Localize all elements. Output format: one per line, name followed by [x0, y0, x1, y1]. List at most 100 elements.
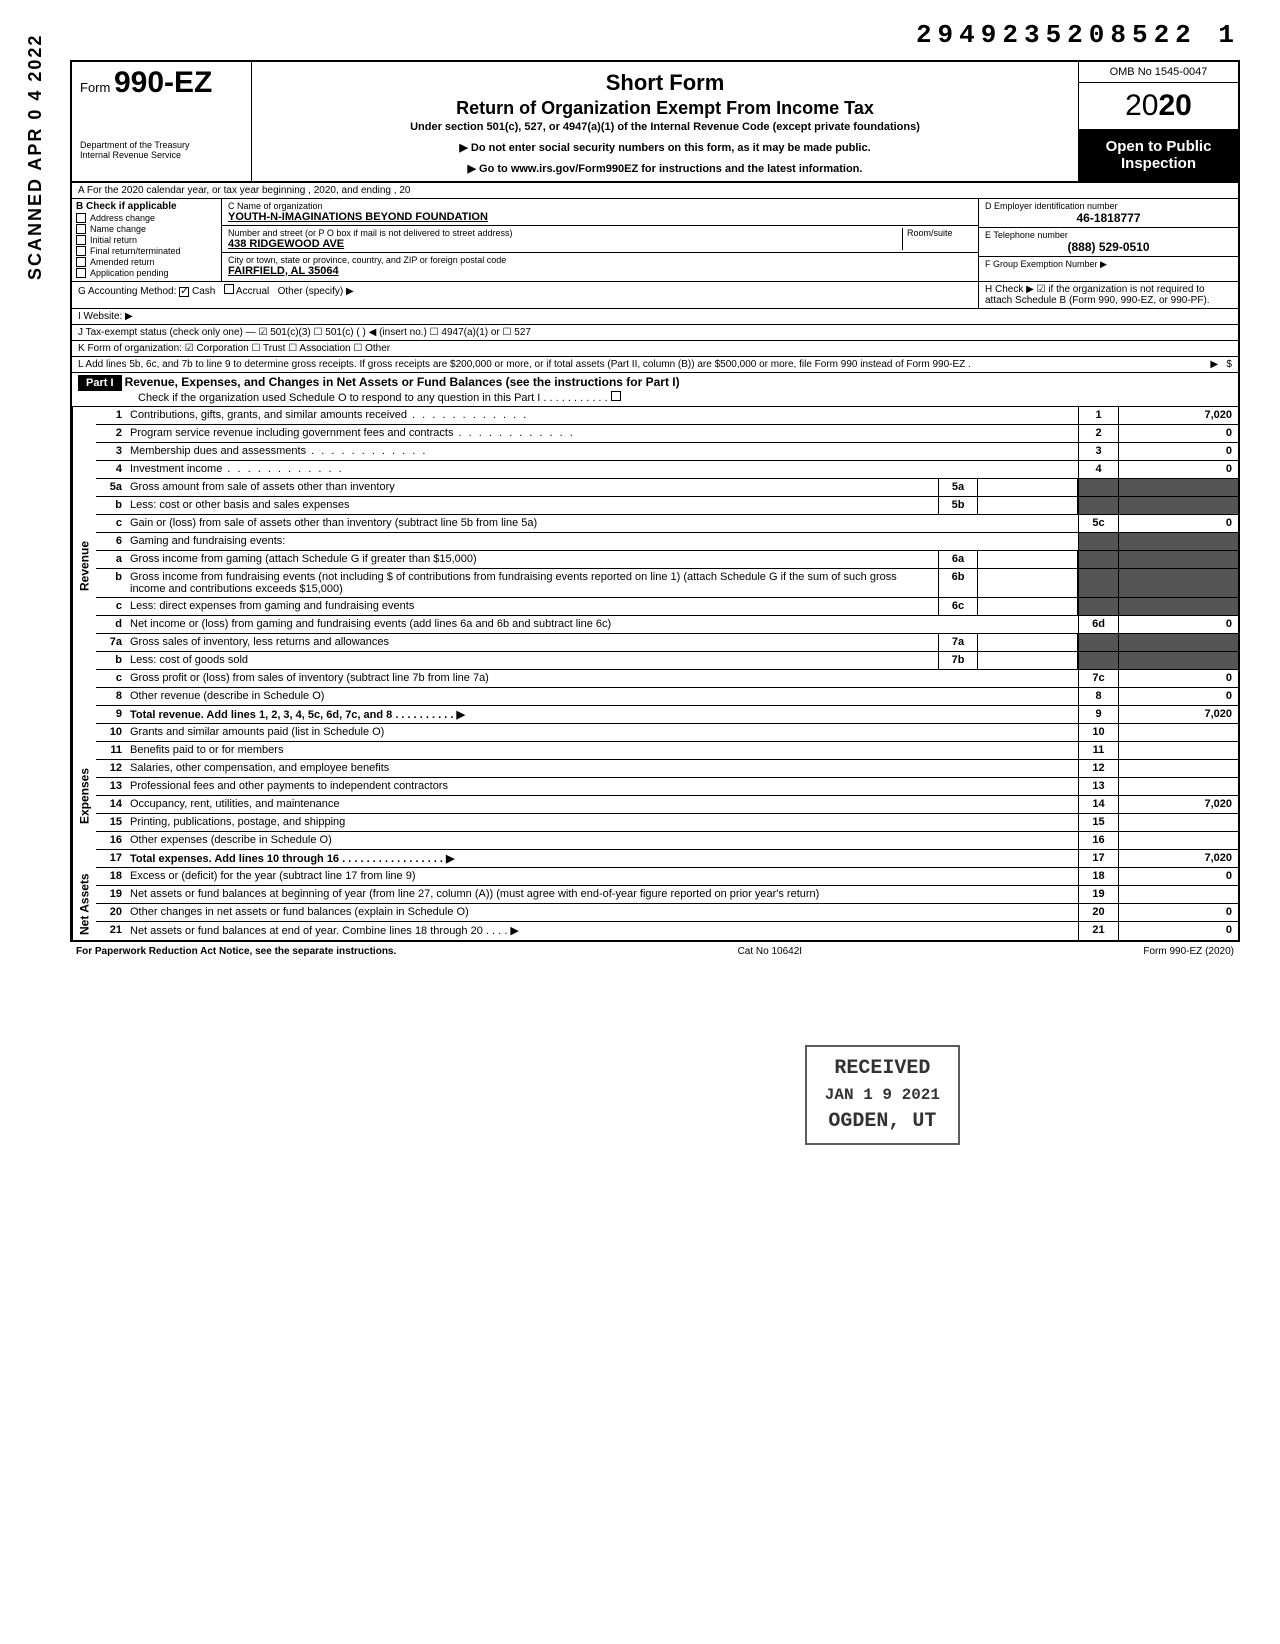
header-center: Short Form Return of Organization Exempt… — [252, 62, 1078, 181]
form-header: Form 990-EZ Department of the Treasury I… — [72, 62, 1238, 183]
city-label: City or town, state or province, country… — [228, 255, 972, 265]
cb-label: Initial return — [90, 235, 137, 245]
revenue-side-label: Revenue — [72, 407, 96, 724]
line-8-val: 0 — [1118, 688, 1238, 705]
line-12-desc: Salaries, other compensation, and employ… — [126, 760, 1078, 777]
line-8-desc: Other revenue (describe in Schedule O) — [126, 688, 1078, 705]
short-form-title: Short Form — [262, 70, 1068, 96]
right-info-col: D Employer identification number 46-1818… — [978, 199, 1238, 281]
line-19-desc: Net assets or fund balances at beginning… — [126, 886, 1078, 903]
checkbox-name-change[interactable] — [76, 224, 86, 234]
line-7c-desc: Gross profit or (loss) from sales of inv… — [126, 670, 1078, 687]
checkbox-cash[interactable] — [179, 287, 189, 297]
irs: Internal Revenue Service — [80, 150, 243, 160]
checkbox-initial-return[interactable] — [76, 235, 86, 245]
line-16-desc: Other expenses (describe in Schedule O) — [126, 832, 1078, 849]
open-to-public: Open to Public Inspection — [1079, 130, 1238, 181]
accounting-method-label: G Accounting Method: — [78, 286, 176, 297]
line-4-desc: Investment income — [126, 461, 1078, 478]
line-6-desc: Gaming and fundraising events: — [126, 533, 1078, 550]
line-7a-desc: Gross sales of inventory, less returns a… — [126, 634, 938, 651]
cat-number: Cat No 10642I — [738, 946, 803, 957]
section-l-text: L Add lines 5b, 6c, and 7b to line 9 to … — [78, 359, 971, 370]
stamp-date: JAN 1 9 2021 — [825, 1086, 940, 1104]
line-5b-desc: Less: cost or other basis and sales expe… — [126, 497, 938, 514]
city-state-zip: FAIRFIELD, AL 35064 — [228, 265, 972, 277]
line-20-desc: Other changes in net assets or fund bala… — [126, 904, 1078, 921]
other-specify-label: Other (specify) ▶ — [278, 286, 354, 297]
checkbox-amended[interactable] — [76, 257, 86, 267]
checkbox-final-return[interactable] — [76, 246, 86, 256]
cb-label: Amended return — [90, 257, 155, 267]
line-5c-val: 0 — [1118, 515, 1238, 532]
section-h: H Check ▶ ☑ if the organization is not r… — [978, 282, 1238, 308]
line-3-desc: Membership dues and assessments — [126, 443, 1078, 460]
checkbox-address-change[interactable] — [76, 213, 86, 223]
line-6b-desc: Gross income from fundraising events (no… — [126, 569, 938, 597]
goto-note: ▶ Go to www.irs.gov/Form990EZ for instru… — [262, 162, 1068, 175]
form-prefix: Form — [80, 80, 110, 95]
header-right: OMB No 1545-0047 2020 Open to Public Ins… — [1078, 62, 1238, 181]
cb-label: Address change — [90, 213, 155, 223]
line-1-desc: Contributions, gifts, grants, and simila… — [126, 407, 1078, 424]
accrual-label: Accrual — [236, 286, 269, 297]
line-10-desc: Grants and similar amounts paid (list in… — [126, 724, 1078, 741]
line-17-desc: Total expenses. Add lines 10 through 16 … — [126, 850, 1078, 867]
cash-label: Cash — [192, 286, 215, 297]
ein-value: 46-1818777 — [985, 211, 1232, 225]
section-j-tax-status: J Tax-exempt status (check only one) — ☑… — [72, 325, 1238, 341]
header-left: Form 990-EZ Department of the Treasury I… — [72, 62, 252, 181]
part-1-header: Part I Revenue, Expenses, and Changes in… — [72, 373, 1238, 407]
line-2-desc: Program service revenue including govern… — [126, 425, 1078, 442]
ein-label: D Employer identification number — [985, 201, 1232, 211]
section-c: C Name of organization YOUTH-N-IMAGINATI… — [222, 199, 978, 281]
line-21-desc: Net assets or fund balances at end of ye… — [126, 922, 1078, 940]
form-990ez: Form 990-EZ Department of the Treasury I… — [70, 60, 1240, 942]
dept-treasury: Department of the Treasury — [80, 140, 243, 150]
stamp-received: RECEIVED — [825, 1057, 940, 1080]
section-k-form-org: K Form of organization: ☑ Corporation ☐ … — [72, 341, 1238, 357]
form-number: 990-EZ — [114, 66, 212, 99]
line-18-val: 0 — [1118, 868, 1238, 885]
org-name-label: C Name of organization — [228, 201, 972, 211]
street-label: Number and street (or P O box if mail is… — [228, 228, 902, 238]
section-i-website: I Website: ▶ — [72, 309, 1238, 325]
checkbox-schedule-o[interactable] — [611, 391, 621, 401]
section-g-h: G Accounting Method: Cash Accrual Other … — [72, 282, 1238, 309]
return-title: Return of Organization Exempt From Incom… — [262, 98, 1068, 119]
phone-label: E Telephone number — [985, 230, 1232, 240]
stamp-location: OGDEN, UT — [825, 1110, 940, 1133]
checkbox-pending[interactable] — [76, 268, 86, 278]
form-footer: Form 990-EZ (2020) — [1143, 946, 1234, 957]
part-1-label: Part I — [78, 375, 122, 391]
line-5a-desc: Gross amount from sale of assets other t… — [126, 479, 938, 496]
line-4-val: 0 — [1118, 461, 1238, 478]
checkbox-accrual[interactable] — [224, 284, 234, 294]
revenue-section: Revenue 1Contributions, gifts, grants, a… — [72, 407, 1238, 724]
line-6a-desc: Gross income from gaming (attach Schedul… — [126, 551, 938, 568]
section-b-title: B Check if applicable — [76, 201, 217, 212]
line-6c-desc: Less: direct expenses from gaming and fu… — [126, 598, 938, 615]
line-5c-desc: Gain or (loss) from sale of assets other… — [126, 515, 1078, 532]
line-20-val: 0 — [1118, 904, 1238, 921]
received-stamp: RECEIVED JAN 1 9 2021 OGDEN, UT — [805, 1045, 960, 1145]
under-section: Under section 501(c), 527, or 4947(a)(1)… — [262, 121, 1068, 133]
page-footer: For Paperwork Reduction Act Notice, see … — [70, 942, 1240, 961]
expenses-side-label: Expenses — [72, 724, 96, 868]
no-ssn-note: ▶ Do not enter social security numbers o… — [262, 141, 1068, 154]
section-a: A For the 2020 calendar year, or tax yea… — [72, 183, 1238, 199]
line-15-desc: Printing, publications, postage, and shi… — [126, 814, 1078, 831]
cb-label: Application pending — [90, 268, 169, 278]
line-1-val: 7,020 — [1118, 407, 1238, 424]
line-18-desc: Excess or (deficit) for the year (subtra… — [126, 868, 1078, 885]
line-17-val: 7,020 — [1118, 850, 1238, 867]
line-7b-desc: Less: cost of goods sold — [126, 652, 938, 669]
line-13-desc: Professional fees and other payments to … — [126, 778, 1078, 795]
tax-year: 2020 — [1079, 83, 1238, 130]
org-info-block: B Check if applicable Address change Nam… — [72, 199, 1238, 282]
section-l-gross-receipts: L Add lines 5b, 6c, and 7b to line 9 to … — [72, 357, 1238, 373]
paperwork-notice: For Paperwork Reduction Act Notice, see … — [76, 946, 396, 957]
part-1-title: Revenue, Expenses, and Changes in Net As… — [125, 375, 680, 389]
phone-value: (888) 529-0510 — [985, 240, 1232, 254]
group-exemption-label: F Group Exemption Number ▶ — [985, 259, 1232, 270]
